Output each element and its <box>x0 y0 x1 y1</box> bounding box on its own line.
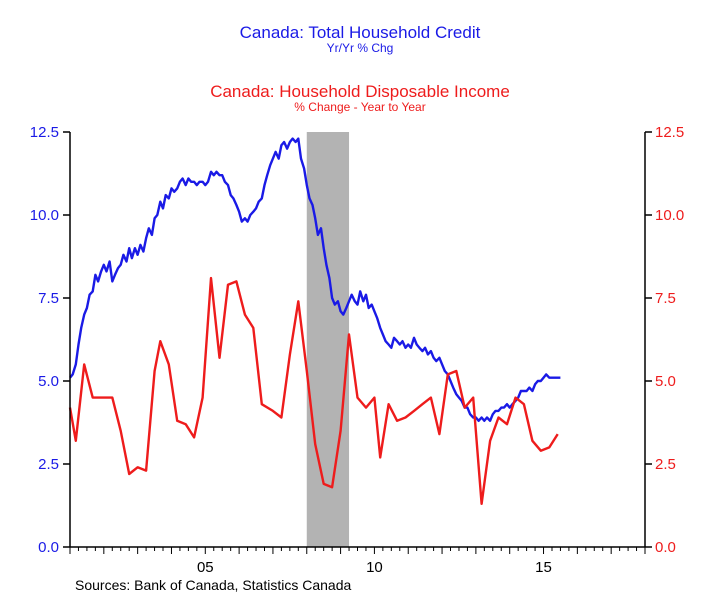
x-tick-label: 10 <box>366 559 383 576</box>
y-left-tick-label: 12.5 <box>30 124 59 141</box>
title-2: Canada: Household Disposable Income <box>210 82 510 101</box>
y-right-tick-label: 2.5 <box>655 456 676 473</box>
subtitle-2: % Change - Year to Year <box>294 100 425 114</box>
series-line-1 <box>68 276 559 505</box>
y-left-tick-label: 2.5 <box>38 456 59 473</box>
source-note: Sources: Bank of Canada, Statistics Cana… <box>75 577 351 593</box>
subtitle-1: Yr/Yr % Chg <box>327 41 394 55</box>
y-right-tick-label: 12.5 <box>655 124 684 141</box>
y-left-tick-label: 5.0 <box>38 373 59 390</box>
axes: 0.0 2.5 5.0 7.5 10.0 12.5 0.0 2.5 5.0 7.5 10.0 12.5… <box>30 124 684 576</box>
y-right-tick-label: 5.0 <box>655 373 676 390</box>
y-right-tick-label: 7.5 <box>655 290 676 307</box>
y-right-tick-label: 0.0 <box>655 539 676 556</box>
y-left-tick-label: 10.0 <box>30 207 59 224</box>
y-left-tick-label: 7.5 <box>38 290 59 307</box>
y-right-tick-label: 10.0 <box>655 207 684 224</box>
y-left-tick-label: 0.0 <box>38 539 59 556</box>
recession-band-0 <box>306 132 350 547</box>
title-1: Canada: Total Household Credit <box>240 23 481 42</box>
x-tick-label: 05 <box>197 559 214 576</box>
plot-area <box>68 132 561 547</box>
series-line-0 <box>69 137 561 422</box>
x-tick-label: 15 <box>535 559 552 576</box>
